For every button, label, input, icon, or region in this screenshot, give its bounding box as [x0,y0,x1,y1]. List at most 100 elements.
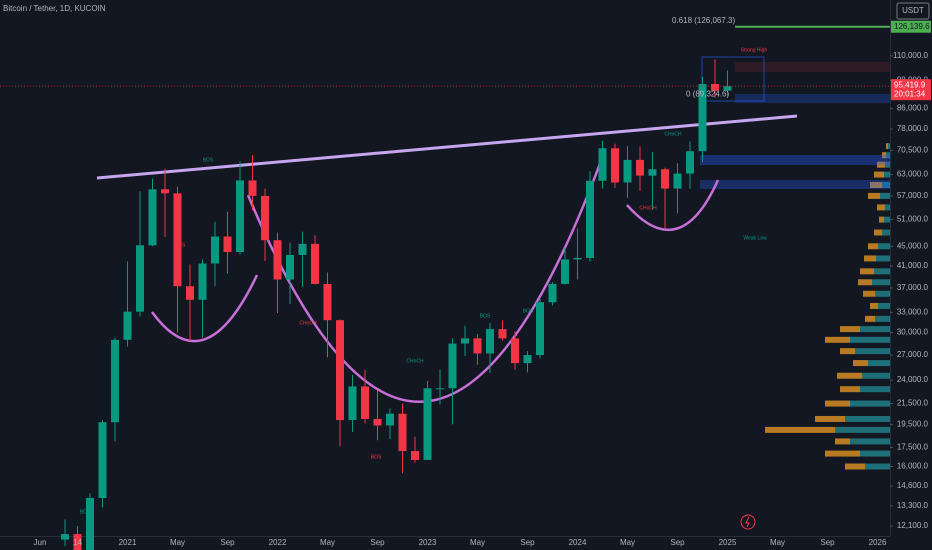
profile-down [877,161,885,168]
candle-body [398,413,407,452]
annotation: BOS [80,509,91,515]
alert-icon[interactable] [740,514,756,530]
candle-body [236,180,244,253]
candle-body [461,338,469,344]
candle-body [673,173,682,189]
profile-up [885,204,890,211]
candle-body [486,329,494,354]
target-tag-label: 126,139.6 [894,22,930,31]
profile-down [765,426,835,433]
profile-down [845,463,865,470]
candle-body [661,169,669,189]
candle-body [711,83,719,91]
candle-body [361,386,369,419]
candle-body [211,236,219,264]
candle-body [536,302,544,356]
annotation: CHoCH [299,320,317,326]
candle-body [498,329,507,339]
y-tick-label: 70,500.0 [897,146,929,155]
profile-down [870,302,878,309]
x-tick-label: May [470,538,485,547]
candle-body [286,254,294,280]
demand-zone [735,94,890,103]
candle-body [298,243,307,255]
x-tick-label: 2024 [569,538,587,547]
candle-body [186,286,194,300]
profile-down [840,326,860,333]
candle-body [161,189,169,194]
y-tick-label: 30,000.0 [897,328,929,337]
candle-body [323,283,332,321]
profile-up [860,386,890,393]
profile-down [874,171,884,178]
x-tick-label: 2025 [719,538,737,547]
x-tick-label: 14 [73,538,82,547]
profile-down [825,336,850,343]
profile-up [875,290,890,297]
x-tick-label: Sep [220,538,235,547]
profile-down [868,243,878,250]
x-tick-label: Sep [820,538,835,547]
candle-body [523,355,532,364]
x-tick-label: Sep [370,538,385,547]
candle-body [623,159,632,183]
profile-up [885,161,890,168]
target-tag [891,20,931,33]
y-tick-label: 78,000.0 [897,124,929,133]
profile-up [845,415,890,422]
annotation: BOS [371,454,382,460]
profile-down [860,268,874,275]
y-tick-label: 51,000.0 [897,215,929,224]
candle-body [423,388,432,460]
y-tick-label: 16,000.0 [897,462,929,471]
x-tick-label: Sep [520,538,535,547]
profile-up [862,372,890,379]
candle-body [686,151,694,174]
candle-body [273,240,282,280]
volume-profile [765,143,890,470]
profile-down [874,229,882,236]
profile-up [860,326,890,333]
annotation: BOS [523,308,534,314]
candle-body [311,243,319,284]
currency-label[interactable]: USDT [902,6,924,15]
annotation: Weak Low [743,235,767,241]
profile-up [875,315,890,322]
candle-body [223,236,232,253]
profile-down [858,279,872,286]
y-tick-label: 37,000.0 [897,283,929,292]
annotation: CHoCH [406,358,424,364]
profile-up [882,229,890,236]
y-tick-label: 41,000.0 [897,261,929,270]
alert-icon-bolt [745,516,750,528]
candle-body [248,180,257,196]
candle-body [548,283,557,303]
y-tick-label: 24,000.0 [897,375,929,384]
curve [626,179,720,231]
plot: 0.618 (126,067.3) 0 (89,324.6) BOS BOS BOS CH… [0,16,890,550]
candle-body [723,86,732,91]
profile-down [853,360,868,367]
candle-body [61,534,69,540]
candle-body [98,422,107,498]
candle-body [173,193,182,287]
currency-button[interactable] [896,2,930,20]
x-tick-label: 2023 [419,538,437,547]
x-tick-label: May [320,538,335,547]
profile-down [825,400,850,407]
trend-line [96,114,798,180]
profile-up [882,181,890,188]
candle-body [698,83,707,152]
profile-down [835,438,850,445]
candle-body [411,451,419,460]
order-block [700,180,890,189]
candle-body [261,195,269,241]
fib-label: 0.618 (126,067.3) [672,16,735,25]
profile-down [886,143,888,150]
profile-down [840,386,860,393]
candle-body [148,189,157,246]
candle-body [586,180,594,258]
y-tick-label: 17,500.0 [897,443,929,452]
